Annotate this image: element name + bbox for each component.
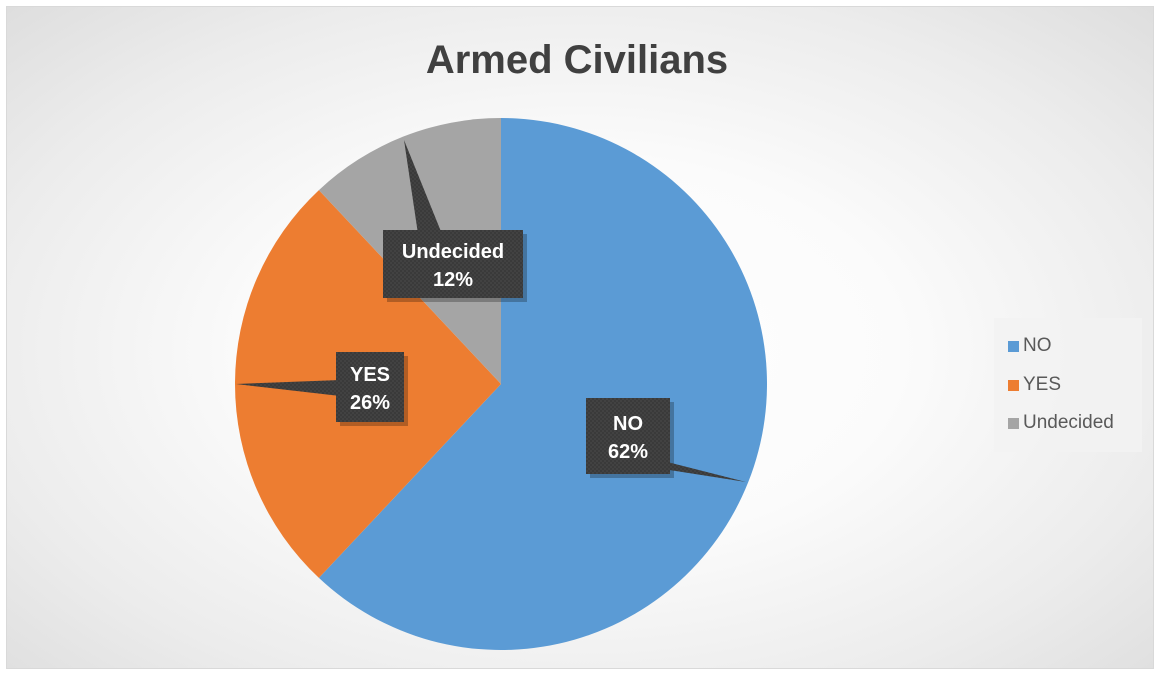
data-label-category: Undecided	[402, 241, 504, 263]
legend-label-no: NO	[1023, 335, 1052, 356]
legend-entry-no: NO	[1008, 334, 1052, 358]
data-label-category: YES	[350, 364, 390, 386]
legend-entry-yes: YES	[1008, 373, 1061, 397]
legend: NO YES Undecided	[994, 318, 1142, 452]
legend-label-yes: YES	[1023, 374, 1062, 395]
data-label-percent: 26%	[350, 392, 390, 414]
slice-no	[318, 118, 768, 650]
legend-entry-undecided: Undecided	[1008, 411, 1114, 435]
data-label-percent: 12%	[433, 269, 473, 291]
data-label-yes: YES 26%	[236, 352, 408, 426]
legend-swatch-undecided	[1008, 417, 1019, 429]
legend-swatch-no	[1008, 340, 1019, 352]
data-label-no: NO 62%	[586, 398, 746, 482]
data-label-undecided: Undecided 12%	[383, 140, 527, 302]
legend-label-undecided: Undecided	[1023, 412, 1114, 433]
legend-swatch-yes	[1008, 379, 1019, 391]
chart-title: Armed Civilians	[425, 38, 729, 82]
data-label-category: NO	[613, 413, 643, 435]
data-label-percent: 62%	[608, 441, 648, 463]
